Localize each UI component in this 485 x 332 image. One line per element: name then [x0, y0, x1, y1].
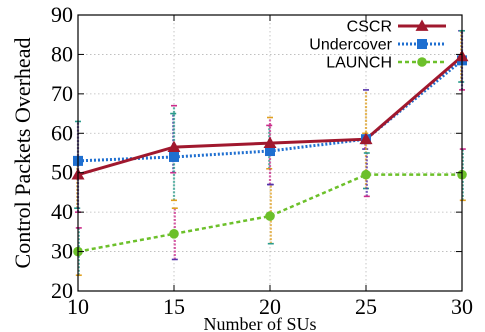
- data-point-undercover: [265, 146, 275, 157]
- y-tick-label: 90: [51, 2, 73, 27]
- x-tick-label: 10: [67, 294, 89, 319]
- y-tick-label: 30: [51, 239, 73, 264]
- series-line-launch: [77, 173, 462, 253]
- x-tick-label: 30: [451, 294, 473, 319]
- legend-label-cscr: CSCR: [347, 19, 392, 36]
- y-tick-label: 80: [51, 41, 73, 66]
- legend-label-undercover: Undercover: [309, 37, 392, 54]
- x-axis-label: Number of SUs: [204, 314, 317, 332]
- x-tick-label: 25: [355, 294, 377, 319]
- x-tick-label: 20: [259, 294, 281, 319]
- data-point-cscr: [359, 132, 373, 145]
- data-point-cscr: [263, 136, 277, 149]
- y-tick-label: 70: [51, 81, 73, 106]
- y-tick-label: 60: [51, 120, 73, 145]
- data-point-launch: [265, 211, 275, 221]
- axis-ticks: 10 15 20 25 30 20 30 40 50 60 70 80 90: [51, 2, 473, 319]
- y-axis-label: Control Packets Overhead: [10, 38, 35, 269]
- y-tick-label: 20: [51, 278, 73, 303]
- legend-marker-launch: [417, 57, 427, 67]
- data-point-launch: [169, 229, 179, 239]
- legend-label-launch: LAUNCH: [326, 55, 392, 72]
- data-point-launch: [361, 169, 371, 180]
- y-tick-label: 40: [51, 199, 73, 224]
- legend-marker-cscr: [415, 19, 429, 31]
- x-tick-label: 15: [163, 294, 185, 319]
- data-point-cscr: [167, 140, 181, 152]
- y-tick-label: 50: [51, 160, 73, 185]
- data-point-undercover: [169, 151, 179, 162]
- legend-marker-undercover: [417, 39, 427, 49]
